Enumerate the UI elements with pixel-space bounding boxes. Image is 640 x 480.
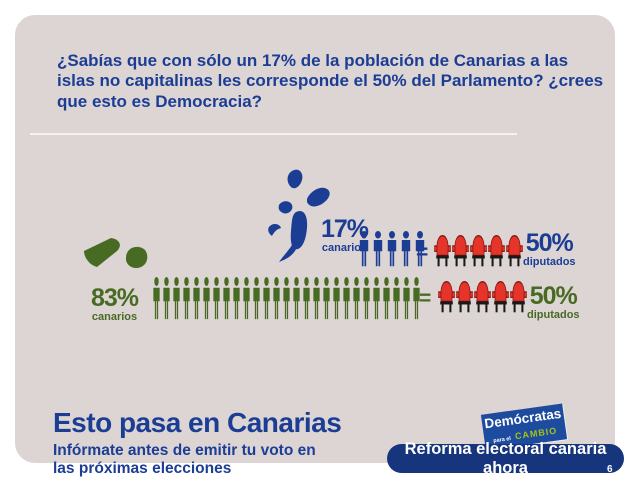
pct-label: canarios: [91, 311, 138, 323]
people-pictogram-capital: [152, 277, 421, 320]
person-icon: [313, 277, 320, 320]
capital-islands-map: [84, 238, 148, 269]
person-icon: [383, 277, 390, 320]
chair-icon: [438, 281, 455, 313]
chair-icon: [506, 235, 523, 267]
non-capital-islands-map: [268, 169, 330, 262]
person-icon: [283, 277, 290, 320]
person-icon: [363, 277, 370, 320]
equals-sign: =: [416, 241, 429, 264]
person-icon: [373, 231, 383, 267]
seats-pictogram-capital: [438, 280, 527, 314]
person-icon: [403, 277, 410, 320]
person-icon: [173, 277, 180, 320]
person-icon: [333, 277, 340, 320]
person-icon: [387, 231, 397, 267]
person-icon: [233, 277, 240, 320]
slide-panel: ¿Sabías que con sólo un 17% de la poblac…: [15, 15, 624, 477]
person-icon: [203, 277, 210, 320]
chair-icon: [470, 235, 487, 267]
person-icon: [343, 277, 350, 320]
person-icon: [163, 277, 170, 320]
person-icon: [153, 277, 160, 320]
divider: [30, 133, 517, 135]
population-pct-capital: 83% canarios: [91, 284, 139, 323]
pct-label: diputados: [523, 256, 576, 268]
pct-value: 50%: [529, 282, 578, 310]
seats-pct-capital: 50% diputados: [527, 284, 580, 321]
seats-pictogram-noncapital: [434, 234, 523, 268]
person-icon: [273, 277, 280, 320]
person-icon: [223, 277, 230, 320]
population-pct-noncapital: 17% canarios: [321, 215, 369, 254]
seats-pct-noncapital: 50% diputados: [523, 231, 576, 268]
person-icon: [213, 277, 220, 320]
pct-value: 83%: [91, 284, 139, 312]
chair-icon: [510, 281, 527, 313]
equals-sign: =: [419, 287, 432, 310]
chair-icon: [434, 235, 451, 267]
chair-icon: [488, 235, 505, 267]
headline: ¿Sabías que con sólo un 17% de la poblac…: [57, 51, 604, 111]
person-icon: [193, 277, 200, 320]
person-icon: [373, 277, 380, 320]
footer-subtitle: Infórmate antes de emitir tu voto en las…: [53, 442, 316, 477]
person-icon: [415, 231, 425, 267]
chair-icon: [452, 235, 469, 267]
chair-icon: [456, 281, 473, 313]
person-icon: [413, 277, 420, 320]
person-icon: [183, 277, 190, 320]
people-pictogram-noncapital: [358, 231, 426, 267]
person-icon: [293, 277, 300, 320]
person-icon: [263, 277, 270, 320]
pct-value: 17%: [321, 215, 369, 243]
page-number: 6: [607, 464, 613, 475]
person-icon: [401, 231, 411, 267]
person-icon: [359, 231, 369, 267]
chair-icon: [492, 281, 509, 313]
person-icon: [303, 277, 310, 320]
person-icon: [393, 277, 400, 320]
person-icon: [253, 277, 260, 320]
reforma-electoral-cta-button[interactable]: Reforma electoral canaria ahora: [387, 440, 624, 477]
person-icon: [353, 277, 360, 320]
pct-value: 50%: [525, 229, 574, 257]
pct-label: canarios: [321, 242, 368, 254]
chair-icon: [474, 281, 491, 313]
person-icon: [243, 277, 250, 320]
footer-title: Esto pasa en Canarias: [53, 407, 342, 438]
person-icon: [323, 277, 330, 320]
pct-label: diputados: [527, 309, 580, 321]
